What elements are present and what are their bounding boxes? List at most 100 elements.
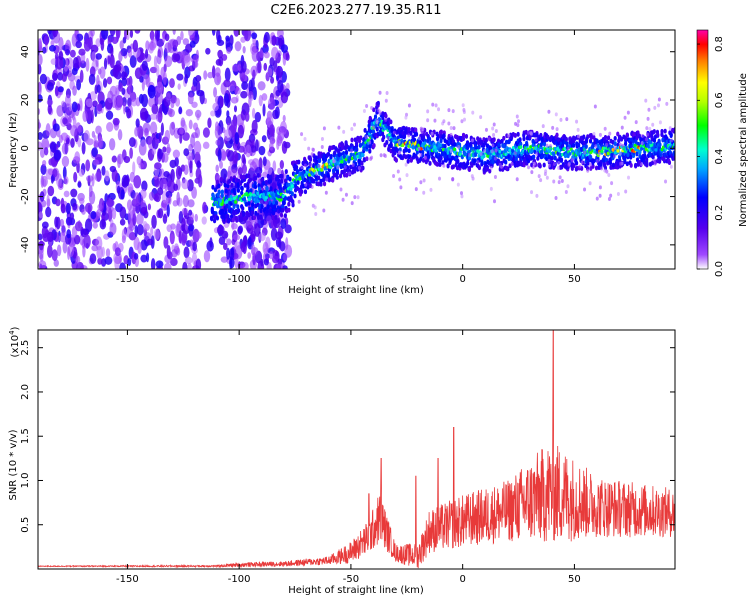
ridge-blob <box>227 217 231 223</box>
noise-blob <box>172 149 180 159</box>
noise-blob <box>78 48 86 56</box>
faint-blob <box>297 199 301 204</box>
faint-blob <box>483 149 487 154</box>
ridge-blob <box>651 146 655 152</box>
noise-blob <box>75 33 84 42</box>
noise-blob <box>70 212 75 220</box>
noise-blob <box>187 262 192 269</box>
noise-blob <box>270 76 275 84</box>
faint-blob <box>490 149 494 154</box>
ridge-blob <box>217 189 221 195</box>
faint-blob <box>332 159 336 164</box>
noise-blob <box>123 155 131 164</box>
ridge-core <box>452 147 457 152</box>
ridge-blob <box>390 128 394 133</box>
noise-blob <box>217 136 224 150</box>
ridge-blob <box>358 142 362 148</box>
noise-blob <box>211 30 216 36</box>
noise-blob <box>70 188 78 198</box>
noise-blob <box>193 122 199 131</box>
faint-blob <box>597 151 601 156</box>
noise-blob <box>261 93 268 101</box>
ridge-blob <box>672 151 675 157</box>
noise-blob <box>183 54 191 67</box>
ridge-blob <box>404 127 408 133</box>
noise-blob <box>56 105 64 117</box>
faint-blob <box>303 163 307 168</box>
noise-blob <box>269 136 276 145</box>
noise-blob <box>83 38 91 52</box>
noise-blob <box>182 261 188 269</box>
faint-blob <box>325 177 329 182</box>
noise-blob <box>167 195 172 205</box>
spectrogram-x-tick-label: -150 <box>116 274 139 285</box>
faint-blob <box>529 131 533 136</box>
faint-blob <box>421 127 425 132</box>
ridge-core <box>433 145 437 149</box>
ridge-blob <box>344 149 349 155</box>
spectrogram-x-tick-label: 50 <box>568 274 581 285</box>
faint-blob <box>456 182 460 187</box>
ridge-blob <box>461 136 465 142</box>
noise-blob <box>220 168 228 180</box>
ridge-core <box>616 149 620 153</box>
noise-blob <box>82 110 88 123</box>
noise-blob <box>77 125 83 133</box>
faint-blob <box>426 118 430 123</box>
noise-blob <box>72 156 81 164</box>
noise-blob <box>81 208 86 215</box>
ridge-blob <box>353 168 357 174</box>
noise-blob <box>151 148 156 155</box>
ridge-core <box>649 143 653 148</box>
faint-blob <box>513 151 517 156</box>
ridge-blob <box>389 143 393 148</box>
noise-blob <box>140 139 147 149</box>
ridge-core <box>290 184 294 188</box>
faint-blob <box>647 107 651 112</box>
noise-blob <box>182 132 190 141</box>
noise-blob <box>189 40 196 48</box>
noise-blob <box>128 137 136 148</box>
faint-blob <box>557 160 561 165</box>
noise-blob <box>230 119 238 132</box>
ridge-blob <box>283 196 288 201</box>
noise-blob <box>187 179 194 192</box>
snr-x-tick-label: 0 <box>459 574 465 585</box>
faint-blob <box>479 115 483 120</box>
ridge-core <box>600 149 604 154</box>
noise-blob <box>155 92 163 105</box>
ridge-core <box>278 198 282 202</box>
ridge-blob <box>470 163 474 168</box>
ridge-blob <box>418 140 423 145</box>
faint-blob <box>419 152 423 157</box>
ridge-blob <box>427 154 431 159</box>
ridge-blob <box>511 148 515 154</box>
ridge-blob <box>439 129 443 135</box>
faint-blob <box>447 121 451 126</box>
ridge-blob <box>669 133 673 138</box>
faint-blob <box>605 142 609 147</box>
faint-blob <box>648 126 652 131</box>
faint-blob <box>603 126 607 131</box>
ridge-blob <box>362 157 366 162</box>
noise-blob <box>106 198 115 208</box>
noise-blob <box>82 244 86 258</box>
noise-blob <box>43 34 49 46</box>
faint-blob <box>484 127 488 132</box>
noise-blob <box>279 159 285 170</box>
snr-series-line <box>38 330 675 569</box>
noise-blob <box>132 161 136 175</box>
noise-blob <box>134 67 143 80</box>
faint-blob <box>566 184 570 189</box>
faint-blob <box>399 185 403 190</box>
ridge-blob <box>439 138 443 144</box>
ridge-blob <box>303 177 307 183</box>
ridge-blob <box>603 163 607 168</box>
noise-blob <box>62 240 68 254</box>
faint-blob <box>514 121 518 126</box>
faint-blob <box>555 127 559 132</box>
noise-blob <box>187 223 195 232</box>
ridge-blob <box>542 141 547 147</box>
ridge-blob <box>512 157 516 163</box>
ridge-core <box>419 147 423 151</box>
